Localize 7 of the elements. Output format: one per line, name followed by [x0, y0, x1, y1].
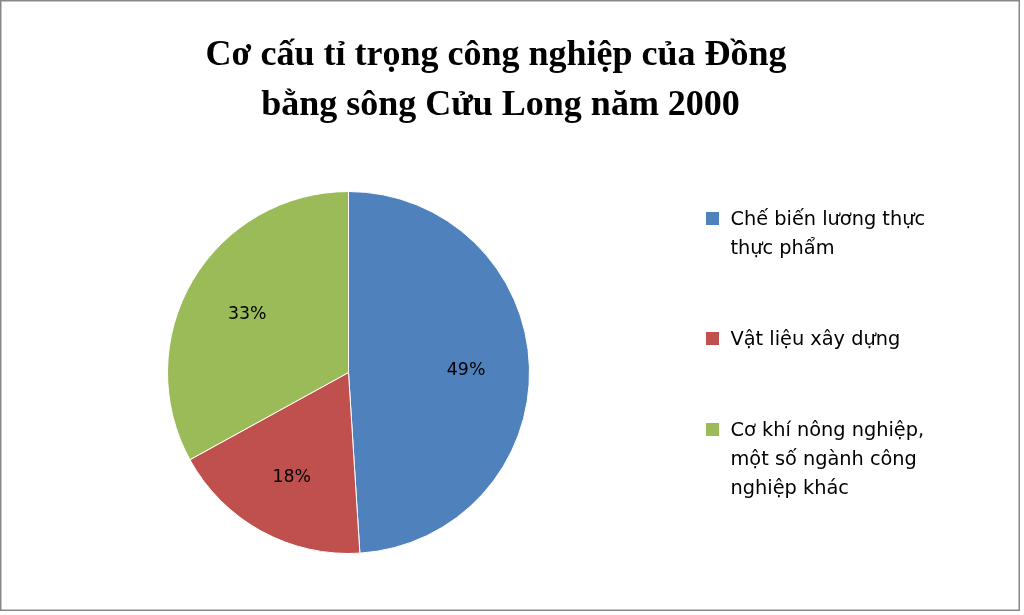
data-label: 33% [227, 302, 267, 323]
legend-label: Cơ khí nông nghiệp, một số ngành công nghiệp khác [730, 418, 925, 499]
data-label: 49% [446, 358, 486, 379]
legend-label: Chế biến lương thực thực phẩm [730, 207, 926, 259]
legend-label: Vật liệu xây dựng [730, 327, 901, 350]
chart-title: Cơ cấu tỉ trọng công nghiệp của Đồng bằng sông Cửu Long năm 2000 [205, 32, 787, 123]
data-label: 18% [272, 465, 312, 486]
